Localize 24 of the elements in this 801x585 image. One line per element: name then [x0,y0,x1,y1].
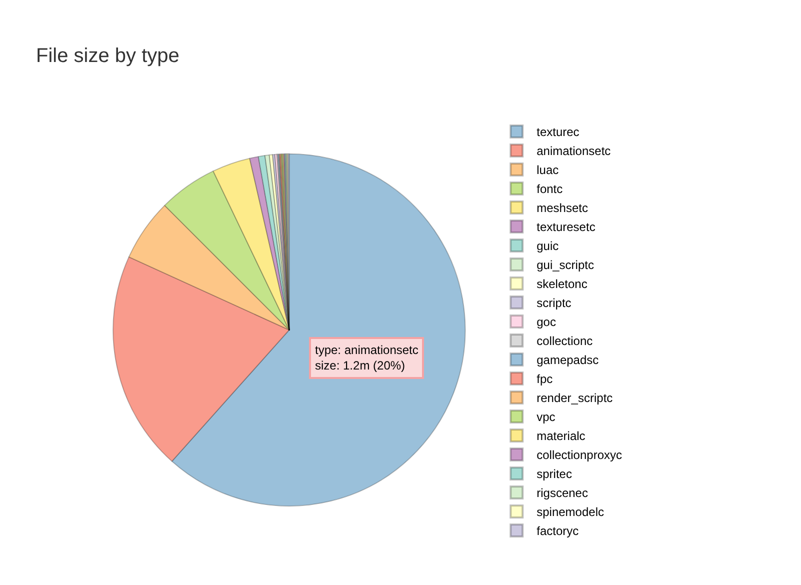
legend-label: fontc [536,182,563,196]
legend-label: gui_scriptc [536,258,594,272]
legend-label: animationsetc [536,144,611,158]
legend-label: materialc [536,429,586,444]
legend-label: spritec [536,467,572,482]
chart-title: File size by type [36,45,180,67]
legend-label: render_scriptc [536,391,613,406]
legend-label: texturec [536,125,580,140]
legend-label: luac [536,163,559,178]
legend-label: vpc [536,410,556,424]
legend-label: spinemodelc [536,505,604,520]
legend-label: fpc [536,372,553,386]
text: type: animationsetc size: 1.2m (20%) [315,343,418,373]
legend-label: gamepadsc [536,353,599,368]
legend-label: scriptc [536,296,572,310]
legend-label: collectionproxyc [536,448,622,462]
legend-label: collectionc [536,334,593,348]
legend-label: rigscenec [536,486,588,500]
legend-label: texturesetc [536,220,596,234]
legend-label: goc [536,315,556,330]
legend-label: meshsetc [536,201,588,216]
legend-label: skeletonc [536,277,588,292]
legend-label: guic [536,239,559,254]
legend-label: factoryc [536,524,579,538]
